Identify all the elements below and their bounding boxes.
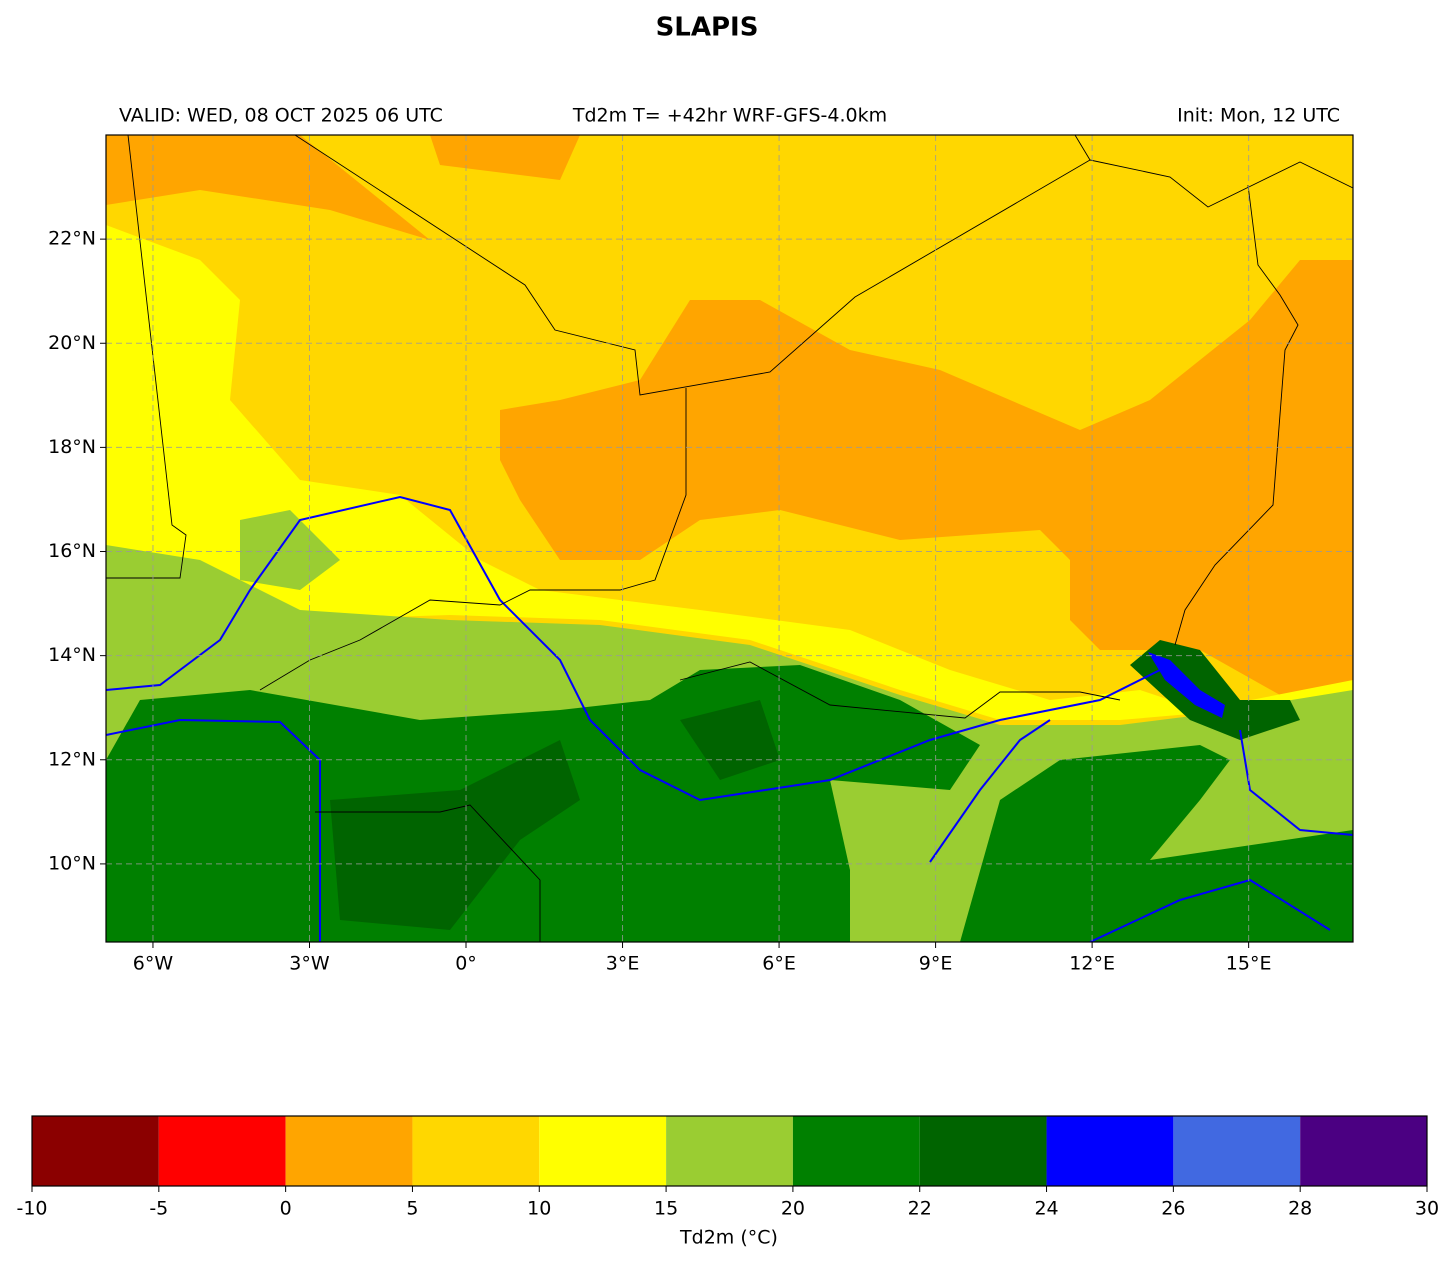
- colorbar-tick-label: 20: [781, 1198, 805, 1220]
- y-tick-label: 22°N: [48, 228, 96, 250]
- border: [106, 135, 187, 579]
- colorbar-tick-label: 0: [280, 1198, 292, 1220]
- zone-dark-green: [680, 700, 780, 780]
- river: [106, 495, 1161, 802]
- y-tick-label: 18°N: [48, 436, 96, 458]
- colorbar-tick-label: 28: [1288, 1198, 1312, 1220]
- zone-orange: [500, 260, 1353, 695]
- colorbar: [32, 1116, 1427, 1186]
- title: SLAPIS: [656, 13, 759, 43]
- border: [1174, 184, 1299, 646]
- border: [315, 804, 541, 942]
- x-tick-label: 9°E: [919, 953, 953, 975]
- colorbar-tick-label: 30: [1415, 1198, 1439, 1220]
- colorbar-tick-label: 22: [908, 1198, 932, 1220]
- zone-dark-green: [330, 740, 580, 930]
- colorbar-frame: [31, 1115, 1428, 1187]
- colorbar-segment: [1173, 1116, 1301, 1186]
- colorbar-segment: [792, 1116, 920, 1186]
- colorbar-tick-label: -5: [149, 1198, 168, 1220]
- colorbar-tick-label: 26: [1161, 1198, 1185, 1220]
- colorbar-tick-label: 24: [1034, 1198, 1058, 1220]
- river: [929, 719, 1051, 863]
- colorbar-tick-label: 5: [406, 1198, 418, 1220]
- river: [1089, 878, 1331, 942]
- zone-orange: [106, 135, 430, 240]
- y-tick-label: 14°N: [48, 644, 96, 666]
- border: [1089, 159, 1353, 208]
- colorbar-label: Td2m (°C): [679, 1227, 778, 1249]
- colorbar-segment: [32, 1116, 159, 1186]
- border: [679, 661, 1121, 719]
- colorbar-segment: [919, 1116, 1047, 1186]
- x-tick-label: 3°W: [289, 953, 330, 975]
- colorbar-tick-label: 10: [527, 1198, 551, 1220]
- x-tick-label: 12°E: [1069, 953, 1115, 975]
- zone-yellow: [106, 225, 1353, 720]
- colorbar-tick-label: 15: [654, 1198, 678, 1220]
- colorbar-segment: [666, 1116, 793, 1186]
- colorbar-segment: [1300, 1116, 1427, 1186]
- colorbar-segment: [158, 1116, 286, 1186]
- colorbar-segment: [539, 1116, 667, 1186]
- river: [1239, 729, 1353, 836]
- zone-orange: [430, 135, 580, 180]
- x-tick-label: 6°W: [133, 953, 174, 975]
- zone-green: [960, 745, 1353, 942]
- subtitle-center: Td2m T= +42hr WRF-GFS-4.0km: [572, 105, 887, 127]
- y-tick-label: 12°N: [48, 748, 96, 770]
- colorbar-tick-label: -10: [16, 1198, 47, 1220]
- y-tick-label: 16°N: [48, 540, 96, 562]
- y-tick-label: 20°N: [48, 332, 96, 354]
- subtitle-left: VALID: WED, 08 OCT 2025 06 UTC: [119, 105, 443, 127]
- border: [259, 388, 687, 691]
- x-tick-label: 3°E: [606, 953, 640, 975]
- subtitle-right: Init: Mon, 12 UTC: [1177, 105, 1340, 127]
- map: [106, 135, 1353, 942]
- colorbar-segment: [1046, 1116, 1174, 1186]
- map-frame: [105, 134, 1354, 943]
- border: [294, 135, 1091, 396]
- y-tick-label: 10°N: [48, 852, 96, 874]
- x-tick-label: 15°E: [1226, 953, 1272, 975]
- river: [106, 718, 321, 942]
- x-tick-label: 6°E: [762, 953, 796, 975]
- lake: [1148, 652, 1225, 718]
- x-tick-label: 0°: [455, 953, 477, 975]
- colorbar-segment: [412, 1116, 540, 1186]
- colorbar-segment: [285, 1116, 413, 1186]
